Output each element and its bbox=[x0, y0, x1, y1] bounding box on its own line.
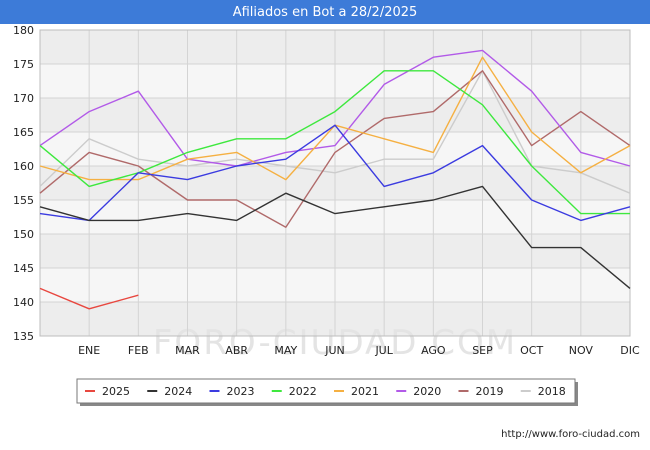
y-tick-label: 155 bbox=[13, 194, 34, 207]
series-line-2019 bbox=[39, 70, 631, 228]
y-tick-label: 150 bbox=[13, 228, 34, 241]
y-tick-label: 170 bbox=[13, 92, 34, 105]
x-tick-label: FEB bbox=[128, 344, 149, 357]
y-tick-label: 145 bbox=[13, 262, 34, 275]
x-tick-label: MAY bbox=[274, 344, 297, 357]
x-tick-label: ENE bbox=[78, 344, 100, 357]
x-tick-label: DIC bbox=[620, 344, 640, 357]
legend-box bbox=[76, 378, 576, 404]
x-tick-label: AGO bbox=[421, 344, 446, 357]
legend-label-2020: 2020 bbox=[413, 385, 441, 398]
x-tick-label: JUL bbox=[374, 344, 393, 357]
x-tick-label: ABR bbox=[225, 344, 248, 357]
y-tick-label: 135 bbox=[13, 330, 34, 343]
x-tick-label: SEP bbox=[472, 344, 493, 357]
legend-label-2023: 2023 bbox=[227, 385, 255, 398]
legend-label-2018: 2018 bbox=[538, 385, 566, 398]
series-line-2024 bbox=[39, 185, 631, 289]
line-chart: FORO-CIUDAD.COM 135 140 145 150 155 160 165 170… bbox=[13, 24, 640, 406]
y-tick-label: 180 bbox=[13, 24, 34, 37]
legend-label-2019: 2019 bbox=[476, 385, 504, 398]
y-tick-label: 175 bbox=[13, 58, 34, 71]
chart-title-bar: Afiliados en Bot a 28/2/2025 bbox=[0, 0, 650, 24]
legend-label-2021: 2021 bbox=[351, 385, 379, 398]
legend-label-2022: 2022 bbox=[289, 385, 317, 398]
legend-label-2025: 2025 bbox=[102, 385, 130, 398]
chart-title: Afiliados en Bot a 28/2/2025 bbox=[232, 4, 418, 20]
x-tick-label: NOV bbox=[569, 344, 594, 357]
series-line-2023 bbox=[39, 124, 631, 222]
y-tick-label: 160 bbox=[13, 160, 34, 173]
series-line-2020 bbox=[39, 49, 631, 167]
x-tick-label: OCT bbox=[520, 344, 543, 357]
source-url: http://www.foro-ciudad.com bbox=[501, 429, 640, 440]
y-tick-label: 140 bbox=[13, 296, 34, 309]
legend-label-2024: 2024 bbox=[164, 385, 192, 398]
plot-frame bbox=[39, 29, 631, 337]
x-tick-label: JUN bbox=[324, 344, 345, 357]
series-line-2025 bbox=[39, 287, 139, 310]
y-tick-label: 165 bbox=[13, 126, 34, 139]
x-tick-label: MAR bbox=[175, 344, 200, 357]
watermark: FORO-CIUDAD.COM bbox=[153, 323, 517, 363]
